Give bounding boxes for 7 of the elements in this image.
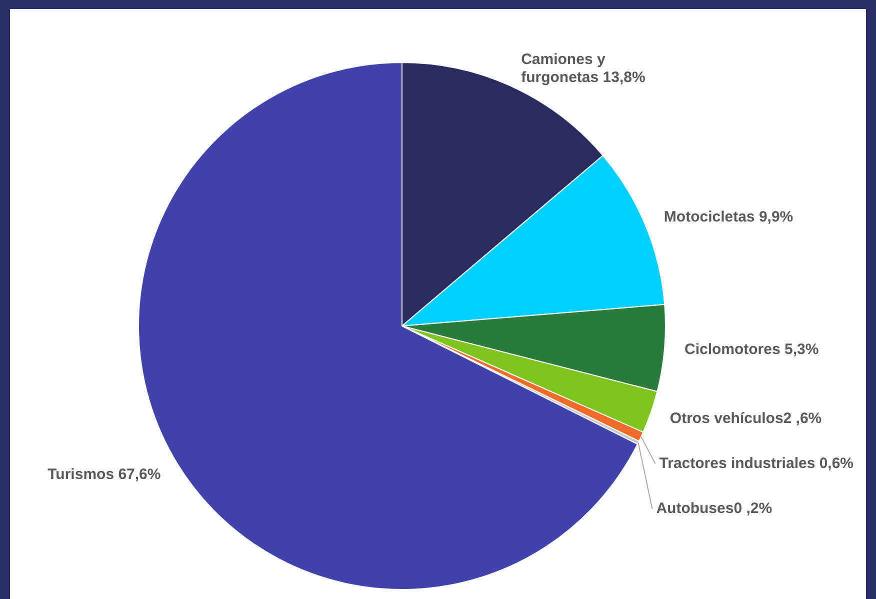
slice-label: Ciclomotores 5,3%	[684, 341, 819, 358]
slice-label: Tractores industriales 0,6%	[659, 454, 854, 472]
slice-label: Otros vehículos2 ,6%	[670, 410, 822, 427]
slice-label: Autobuses0 ,2%	[656, 500, 772, 517]
slice-label: Motocicletas 9,9%	[664, 208, 794, 226]
slice-label: Camiones y furgonetas 13,8%	[521, 50, 646, 86]
slice-label: Turismos 67,6%	[48, 466, 161, 484]
